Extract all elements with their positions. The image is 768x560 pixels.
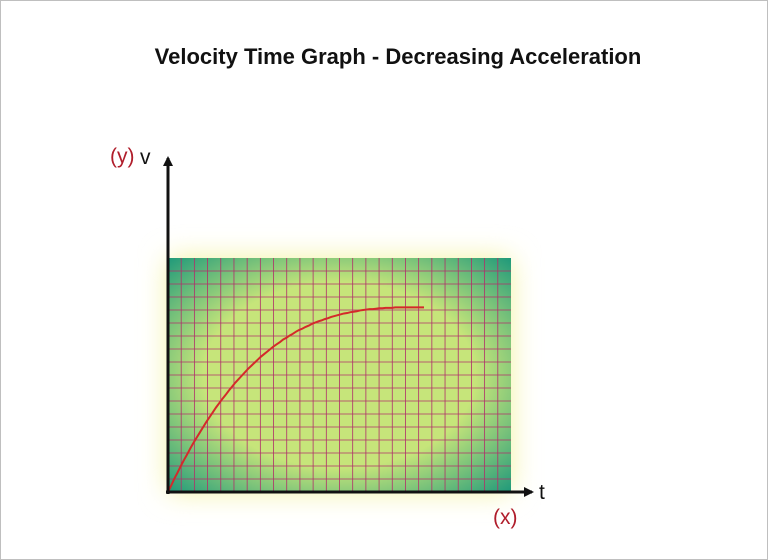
y-axis-label: v bbox=[140, 146, 151, 169]
grid bbox=[168, 258, 511, 492]
x-axis-label: t bbox=[539, 481, 545, 504]
series-line bbox=[167, 306, 424, 493]
x-axis-tag: (x) bbox=[493, 506, 518, 529]
page-title: Velocity Time Graph - Decreasing Acceler… bbox=[154, 44, 642, 69]
y-axis-tag: (y) bbox=[110, 145, 135, 168]
